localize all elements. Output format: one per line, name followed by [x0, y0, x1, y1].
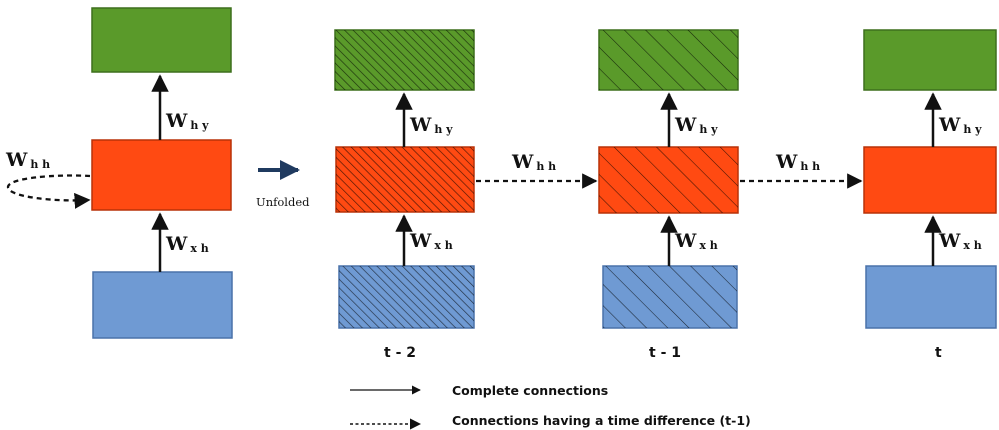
folded-hidden-box — [91, 139, 232, 211]
t-input-box — [865, 265, 997, 329]
unfold-indicator: Unfolded — [256, 160, 310, 209]
folded-output-box — [91, 7, 232, 73]
legend-solid-label: Complete connections — [452, 383, 608, 398]
t-step-label: t — [935, 345, 942, 361]
t-hidden-box — [863, 146, 997, 214]
t2-step-label: t - 2 — [384, 345, 416, 361]
legend-dashed-label: Connections having a time difference (t-… — [452, 413, 751, 428]
unfold-label: Unfolded — [256, 195, 310, 209]
t-output-box — [863, 29, 997, 91]
folded-recurrent-loop — [6, 174, 91, 209]
t1-step-label: t - 1 — [649, 345, 681, 361]
legend: Complete connections Connections having … — [350, 383, 751, 430]
folded-input-box — [92, 271, 233, 339]
